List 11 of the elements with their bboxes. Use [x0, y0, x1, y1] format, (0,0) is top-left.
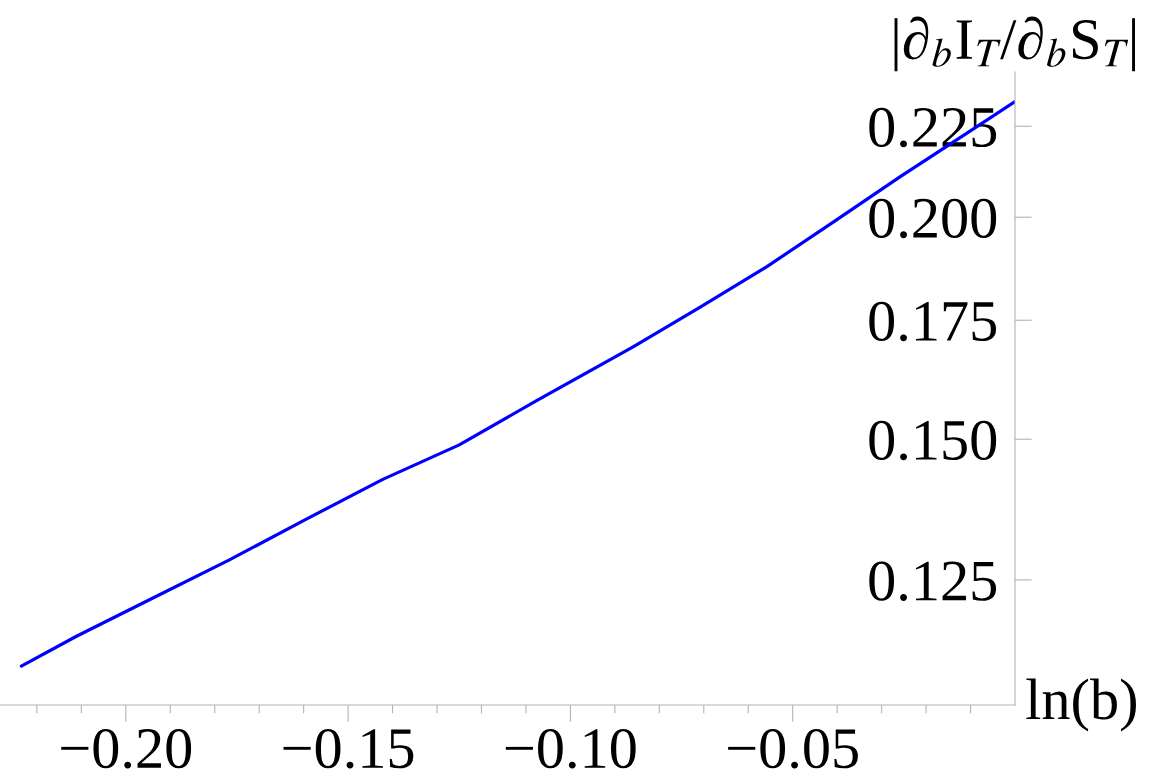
y-tick-label: 0.175 [869, 301, 997, 342]
x-axis-title: ln(b) [1026, 678, 1136, 732]
x-tick-label: −0.15 [283, 728, 414, 769]
x-tick-label: −0.20 [61, 728, 192, 769]
x-tick-label: −0.10 [505, 728, 636, 769]
y-tick-label: 0.200 [869, 198, 997, 239]
y-tick-label: 0.125 [869, 561, 997, 601]
x-tick-label: −0.05 [728, 728, 858, 769]
y-tick-label: 0.150 [869, 420, 997, 461]
text: |∂$_{b}$I$_{T}$/∂$_{b}$S$_{T}$| [894, 16, 1135, 72]
line-series [19, 100, 1015, 668]
